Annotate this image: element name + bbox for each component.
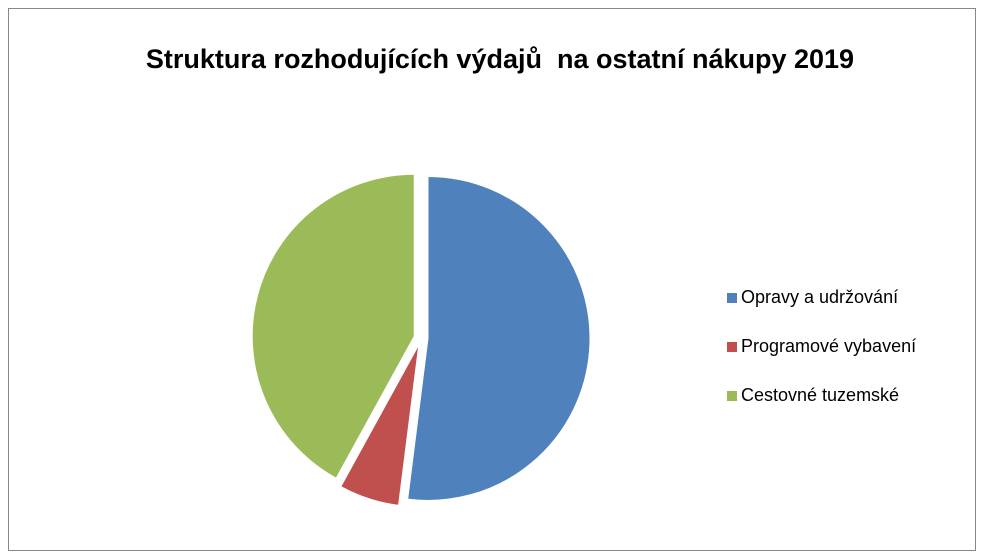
- legend-label: Opravy a udržování: [741, 287, 898, 307]
- legend-swatch: [727, 293, 737, 303]
- legend-label: Cestovné tuzemské: [741, 385, 899, 405]
- pie-slice: [251, 173, 415, 479]
- legend-swatch: [727, 391, 737, 401]
- pie-slice: [340, 344, 420, 506]
- pie-slice: [407, 175, 591, 501]
- legend-swatch: [727, 342, 737, 352]
- legend-label: Programové vybavení: [741, 336, 916, 356]
- chart-title: Struktura rozhodujících výdajů na ostatn…: [145, 44, 855, 74]
